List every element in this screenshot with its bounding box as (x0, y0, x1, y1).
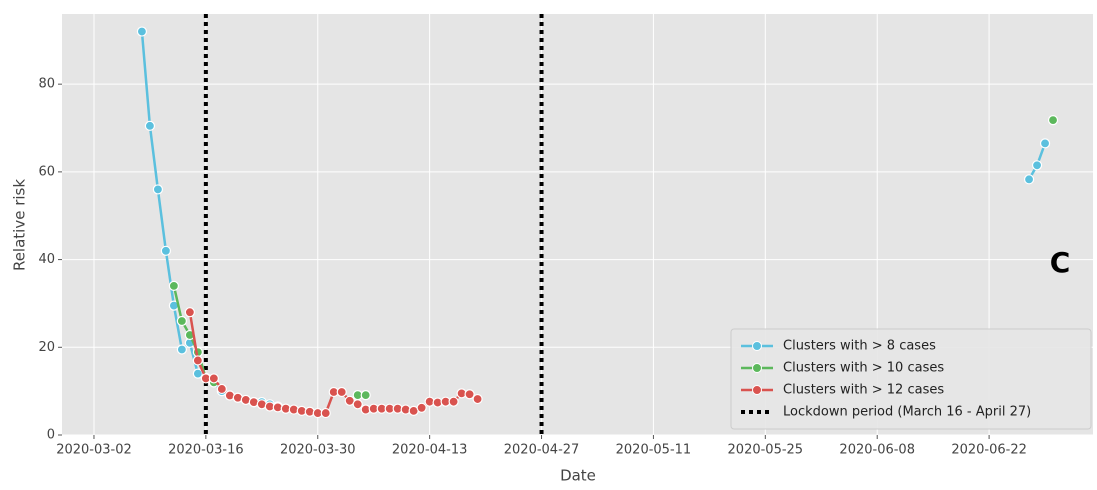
data-point (144, 120, 156, 131)
y-tick-label: 80 (38, 77, 55, 92)
data-point (192, 355, 203, 366)
x-tick-label: 2020-05-25 (728, 443, 804, 458)
data-point (1039, 138, 1051, 149)
legend-box (730, 328, 1092, 430)
data-point (136, 26, 148, 37)
data-point (1023, 174, 1035, 185)
legend-label: Clusters with > 8 cases (783, 339, 936, 354)
data-point (216, 383, 227, 395)
data-point (176, 315, 187, 327)
y-tick-label: 20 (38, 340, 55, 355)
x-tick-label: 2020-04-13 (392, 443, 468, 458)
data-point (320, 407, 331, 419)
data-point (184, 307, 195, 318)
x-tick-label: 2020-04-27 (504, 443, 580, 458)
data-point (208, 373, 219, 384)
data-point (464, 389, 475, 400)
marks (136, 14, 1059, 435)
legend-marker (752, 363, 762, 373)
data-point (360, 389, 371, 401)
y-tick-label: 60 (38, 164, 55, 179)
legend-label: Clusters with > 10 cases (783, 361, 944, 376)
y-tick-label: 0 (47, 428, 55, 443)
x-tick-label: 2020-06-08 (839, 443, 915, 458)
data-point (152, 184, 164, 195)
legend-label: Lockdown period (March 16 - April 27) (783, 405, 1031, 420)
data-point (176, 344, 187, 355)
x-axis-label: Date (560, 467, 596, 485)
grid (58, 14, 1093, 439)
y-tick-label: 40 (38, 252, 55, 267)
x-tick-label: 2020-06-22 (951, 443, 1027, 458)
data-point (448, 396, 459, 407)
legend-marker (752, 385, 762, 395)
x-tick-label: 2020-03-16 (168, 443, 244, 458)
data-point (416, 402, 427, 413)
data-point (352, 399, 363, 410)
x-tick-label: 2020-03-02 (56, 443, 132, 458)
data-point (336, 386, 347, 398)
data-point (1047, 115, 1059, 126)
x-tick-label: 2020-03-30 (280, 443, 356, 458)
y-axis-label: Relative risk (11, 179, 29, 271)
legend-label: Clusters with > 12 cases (783, 383, 944, 398)
x-tick-label: 2020-05-11 (616, 443, 692, 458)
legend-marker (752, 341, 762, 351)
data-point (1031, 160, 1043, 171)
data-point (168, 280, 179, 291)
data-point (472, 393, 483, 405)
panel-label: C (1050, 246, 1071, 279)
data-point (160, 245, 171, 256)
